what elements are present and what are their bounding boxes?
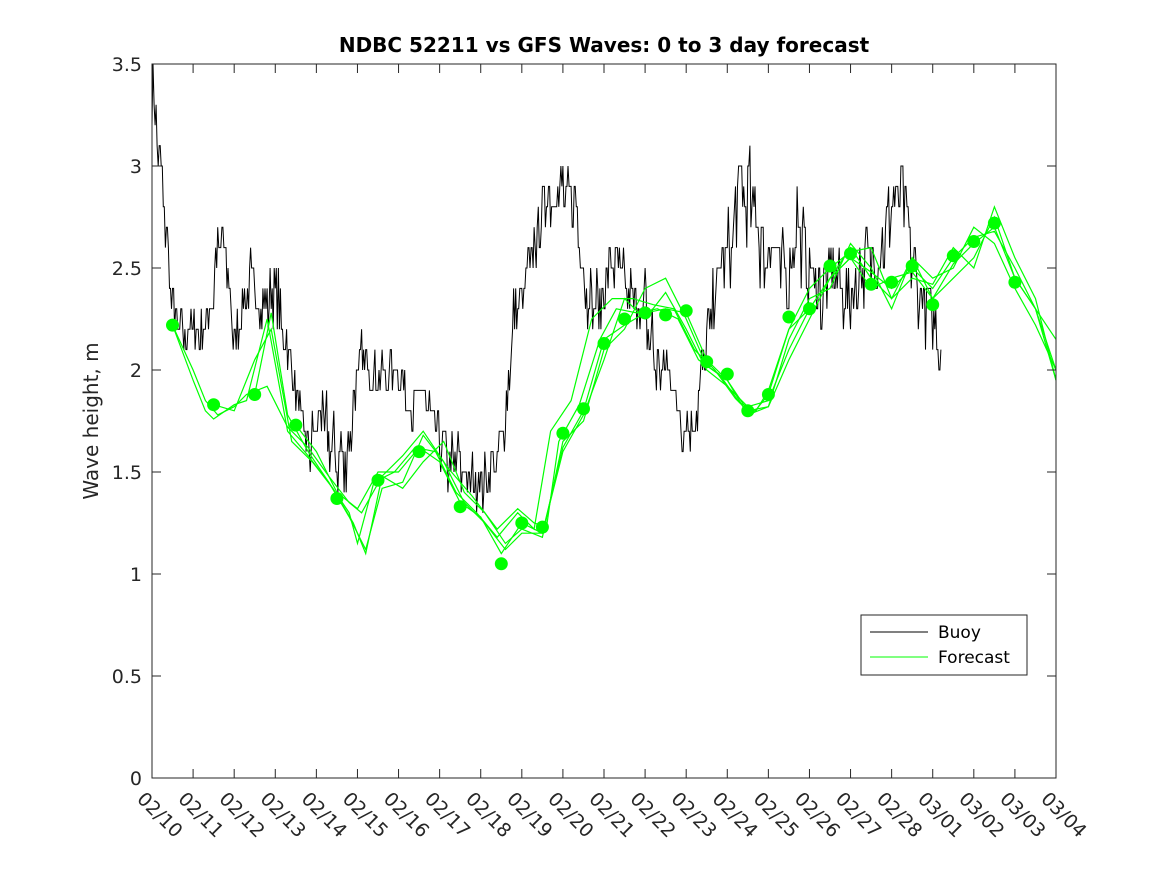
forecast-point [782, 310, 796, 324]
forecast-point [823, 259, 837, 273]
forecast-point [720, 367, 734, 381]
y-tick-label: 2 [130, 360, 142, 382]
forecast-point [1008, 275, 1022, 289]
forecast-point [166, 318, 179, 332]
forecast-point [207, 398, 221, 412]
legend-box [860, 614, 1028, 676]
forecast-point [248, 388, 262, 401]
forecast-point [618, 312, 631, 326]
forecast-point [905, 259, 919, 273]
y-tick-label: 1 [130, 564, 142, 586]
forecast-point [577, 402, 590, 416]
forecast-point [556, 426, 570, 440]
buoy-line [151, 63, 942, 513]
buoy-series [151, 63, 942, 513]
forecast-point [659, 308, 673, 322]
legend: Buoy Forecast [860, 614, 1028, 676]
legend-buoy-label: Buoy [938, 623, 981, 643]
forecast-point [967, 235, 981, 248]
forecast-point [803, 302, 816, 316]
forecast-point [289, 418, 303, 432]
forecast-point [412, 445, 426, 459]
forecast-point [494, 557, 508, 571]
forecast-point [597, 337, 611, 350]
forecast-point [844, 247, 857, 261]
forecast-point [515, 516, 529, 530]
forecast-point [741, 404, 755, 418]
y-tick-label: 1.5 [112, 462, 142, 484]
y-tick-label: 3.5 [112, 54, 142, 76]
forecast-point [638, 306, 652, 320]
forecast-point [330, 492, 344, 505]
y-axis-label: Wave height, m [79, 342, 103, 499]
y-tick-label: 3 [130, 156, 142, 178]
chart-title: NDBC 52211 vs GFS Waves: 0 to 3 day fore… [339, 33, 870, 57]
legend-forecast-label: Forecast [938, 648, 1010, 668]
forecast-point [700, 355, 714, 369]
y-tick-label: 0.5 [112, 666, 142, 688]
forecast-point [535, 520, 549, 534]
forecast-analysis-points [166, 216, 1022, 571]
y-tick-label: 0 [130, 768, 142, 790]
forecast-point [926, 298, 940, 312]
forecast-point [885, 275, 899, 289]
forecast-point [946, 249, 960, 263]
forecast-point [453, 500, 467, 514]
forecast-point [864, 277, 878, 291]
forecast-point [987, 216, 1001, 230]
forecast-point [371, 473, 385, 487]
y-tick-label: 2.5 [112, 258, 142, 280]
forecast-line-run-2 [171, 226, 1057, 546]
forecast-point [761, 388, 775, 401]
forecast-line-run-3 [213, 215, 1057, 556]
forecast-point [679, 304, 693, 318]
